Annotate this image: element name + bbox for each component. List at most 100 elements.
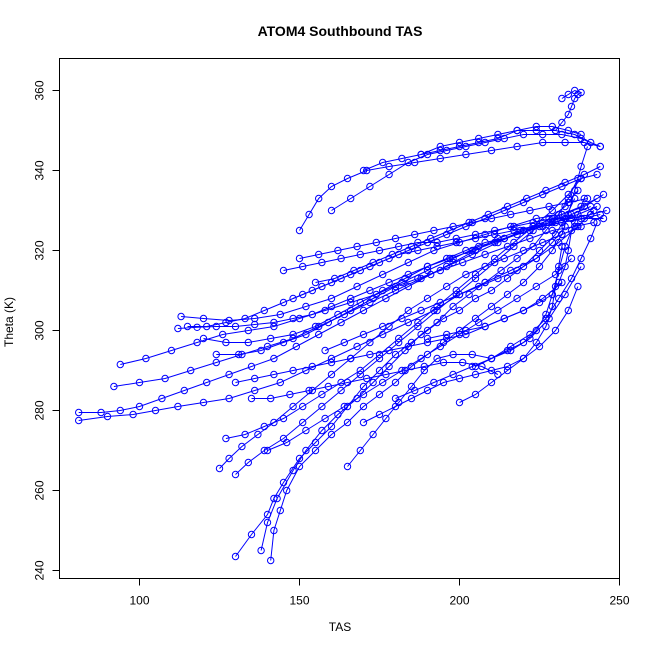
data-point <box>299 402 307 411</box>
series-line <box>420 126 582 155</box>
data-point <box>503 290 512 299</box>
series-line <box>225 178 582 439</box>
y-tick-label: 280 <box>33 400 47 420</box>
data-point <box>395 242 403 251</box>
data-point <box>327 370 336 379</box>
series-line <box>235 190 579 475</box>
series-34 <box>471 194 588 371</box>
data-point <box>455 374 464 383</box>
data-point <box>580 214 588 223</box>
data-point <box>436 154 444 163</box>
series-30 <box>321 222 569 355</box>
data-point <box>347 306 355 315</box>
data-point <box>465 290 473 299</box>
data-point <box>571 86 579 95</box>
data-point <box>500 234 508 243</box>
data-point <box>203 322 211 331</box>
data-point <box>475 138 483 147</box>
y-axis-label: Theta (K) <box>2 297 16 347</box>
data-point <box>574 282 582 291</box>
data-point <box>558 182 566 191</box>
data-point <box>577 134 585 143</box>
data-point <box>577 162 585 171</box>
data-point <box>481 250 489 259</box>
data-point <box>503 366 512 375</box>
data-point <box>343 378 352 387</box>
data-point <box>468 250 476 259</box>
data-point <box>481 214 489 223</box>
data-point <box>449 350 457 359</box>
data-point <box>375 350 384 359</box>
data-point <box>481 322 489 331</box>
data-point <box>564 126 572 135</box>
data-point <box>363 374 371 383</box>
data-point <box>471 294 480 303</box>
data-point <box>254 430 262 439</box>
data-point <box>471 370 480 379</box>
data-point <box>539 190 547 199</box>
data-point <box>487 378 496 387</box>
series-line <box>267 258 572 451</box>
data-point <box>423 334 432 343</box>
data-point <box>481 230 489 239</box>
data-point <box>423 326 432 335</box>
data-point <box>555 294 563 303</box>
data-point <box>420 366 428 375</box>
data-point <box>548 214 556 223</box>
data-point <box>289 330 297 339</box>
data-point <box>513 230 521 239</box>
data-point <box>407 394 416 403</box>
data-point <box>503 346 512 355</box>
series-line <box>235 282 563 383</box>
data-point <box>443 230 451 239</box>
series-line <box>260 178 579 551</box>
data-point <box>315 194 323 203</box>
data-point <box>382 414 390 423</box>
data-point <box>417 330 425 339</box>
x-axis: 100 150 200 250 <box>129 578 630 608</box>
data-point <box>519 130 528 139</box>
data-point <box>433 318 441 327</box>
data-point <box>497 266 505 275</box>
data-point <box>327 302 336 311</box>
series-29 <box>279 206 611 275</box>
data-point <box>151 406 160 415</box>
data-point <box>526 206 534 215</box>
data-point <box>318 282 326 291</box>
data-point <box>231 322 240 331</box>
data-point <box>452 234 460 243</box>
data-point <box>75 416 83 425</box>
data-point <box>462 330 470 339</box>
data-point <box>270 318 278 327</box>
data-point <box>561 242 569 251</box>
data-point <box>436 342 444 351</box>
data-point <box>593 170 601 179</box>
data-point <box>334 246 342 255</box>
data-point <box>247 362 256 371</box>
data-point <box>577 262 585 271</box>
data-point <box>468 350 476 359</box>
data-point <box>455 290 464 299</box>
data-point <box>212 322 221 331</box>
data-point <box>315 250 323 259</box>
data-point <box>577 88 585 97</box>
data-point <box>379 378 387 387</box>
data-point <box>561 290 569 299</box>
data-point <box>391 402 400 411</box>
data-point <box>558 118 566 127</box>
data-point <box>519 338 528 347</box>
data-point <box>417 354 425 363</box>
data-point <box>430 378 438 387</box>
data-point <box>337 386 345 395</box>
data-point <box>193 338 201 347</box>
data-point <box>455 398 464 407</box>
data-point <box>372 238 380 247</box>
data-point <box>459 358 467 367</box>
data-point <box>379 322 387 331</box>
data-point <box>545 202 553 211</box>
data-point <box>468 362 476 371</box>
data-point <box>279 298 288 307</box>
data-point <box>321 346 329 355</box>
data-point <box>359 390 368 399</box>
data-point <box>359 418 368 427</box>
